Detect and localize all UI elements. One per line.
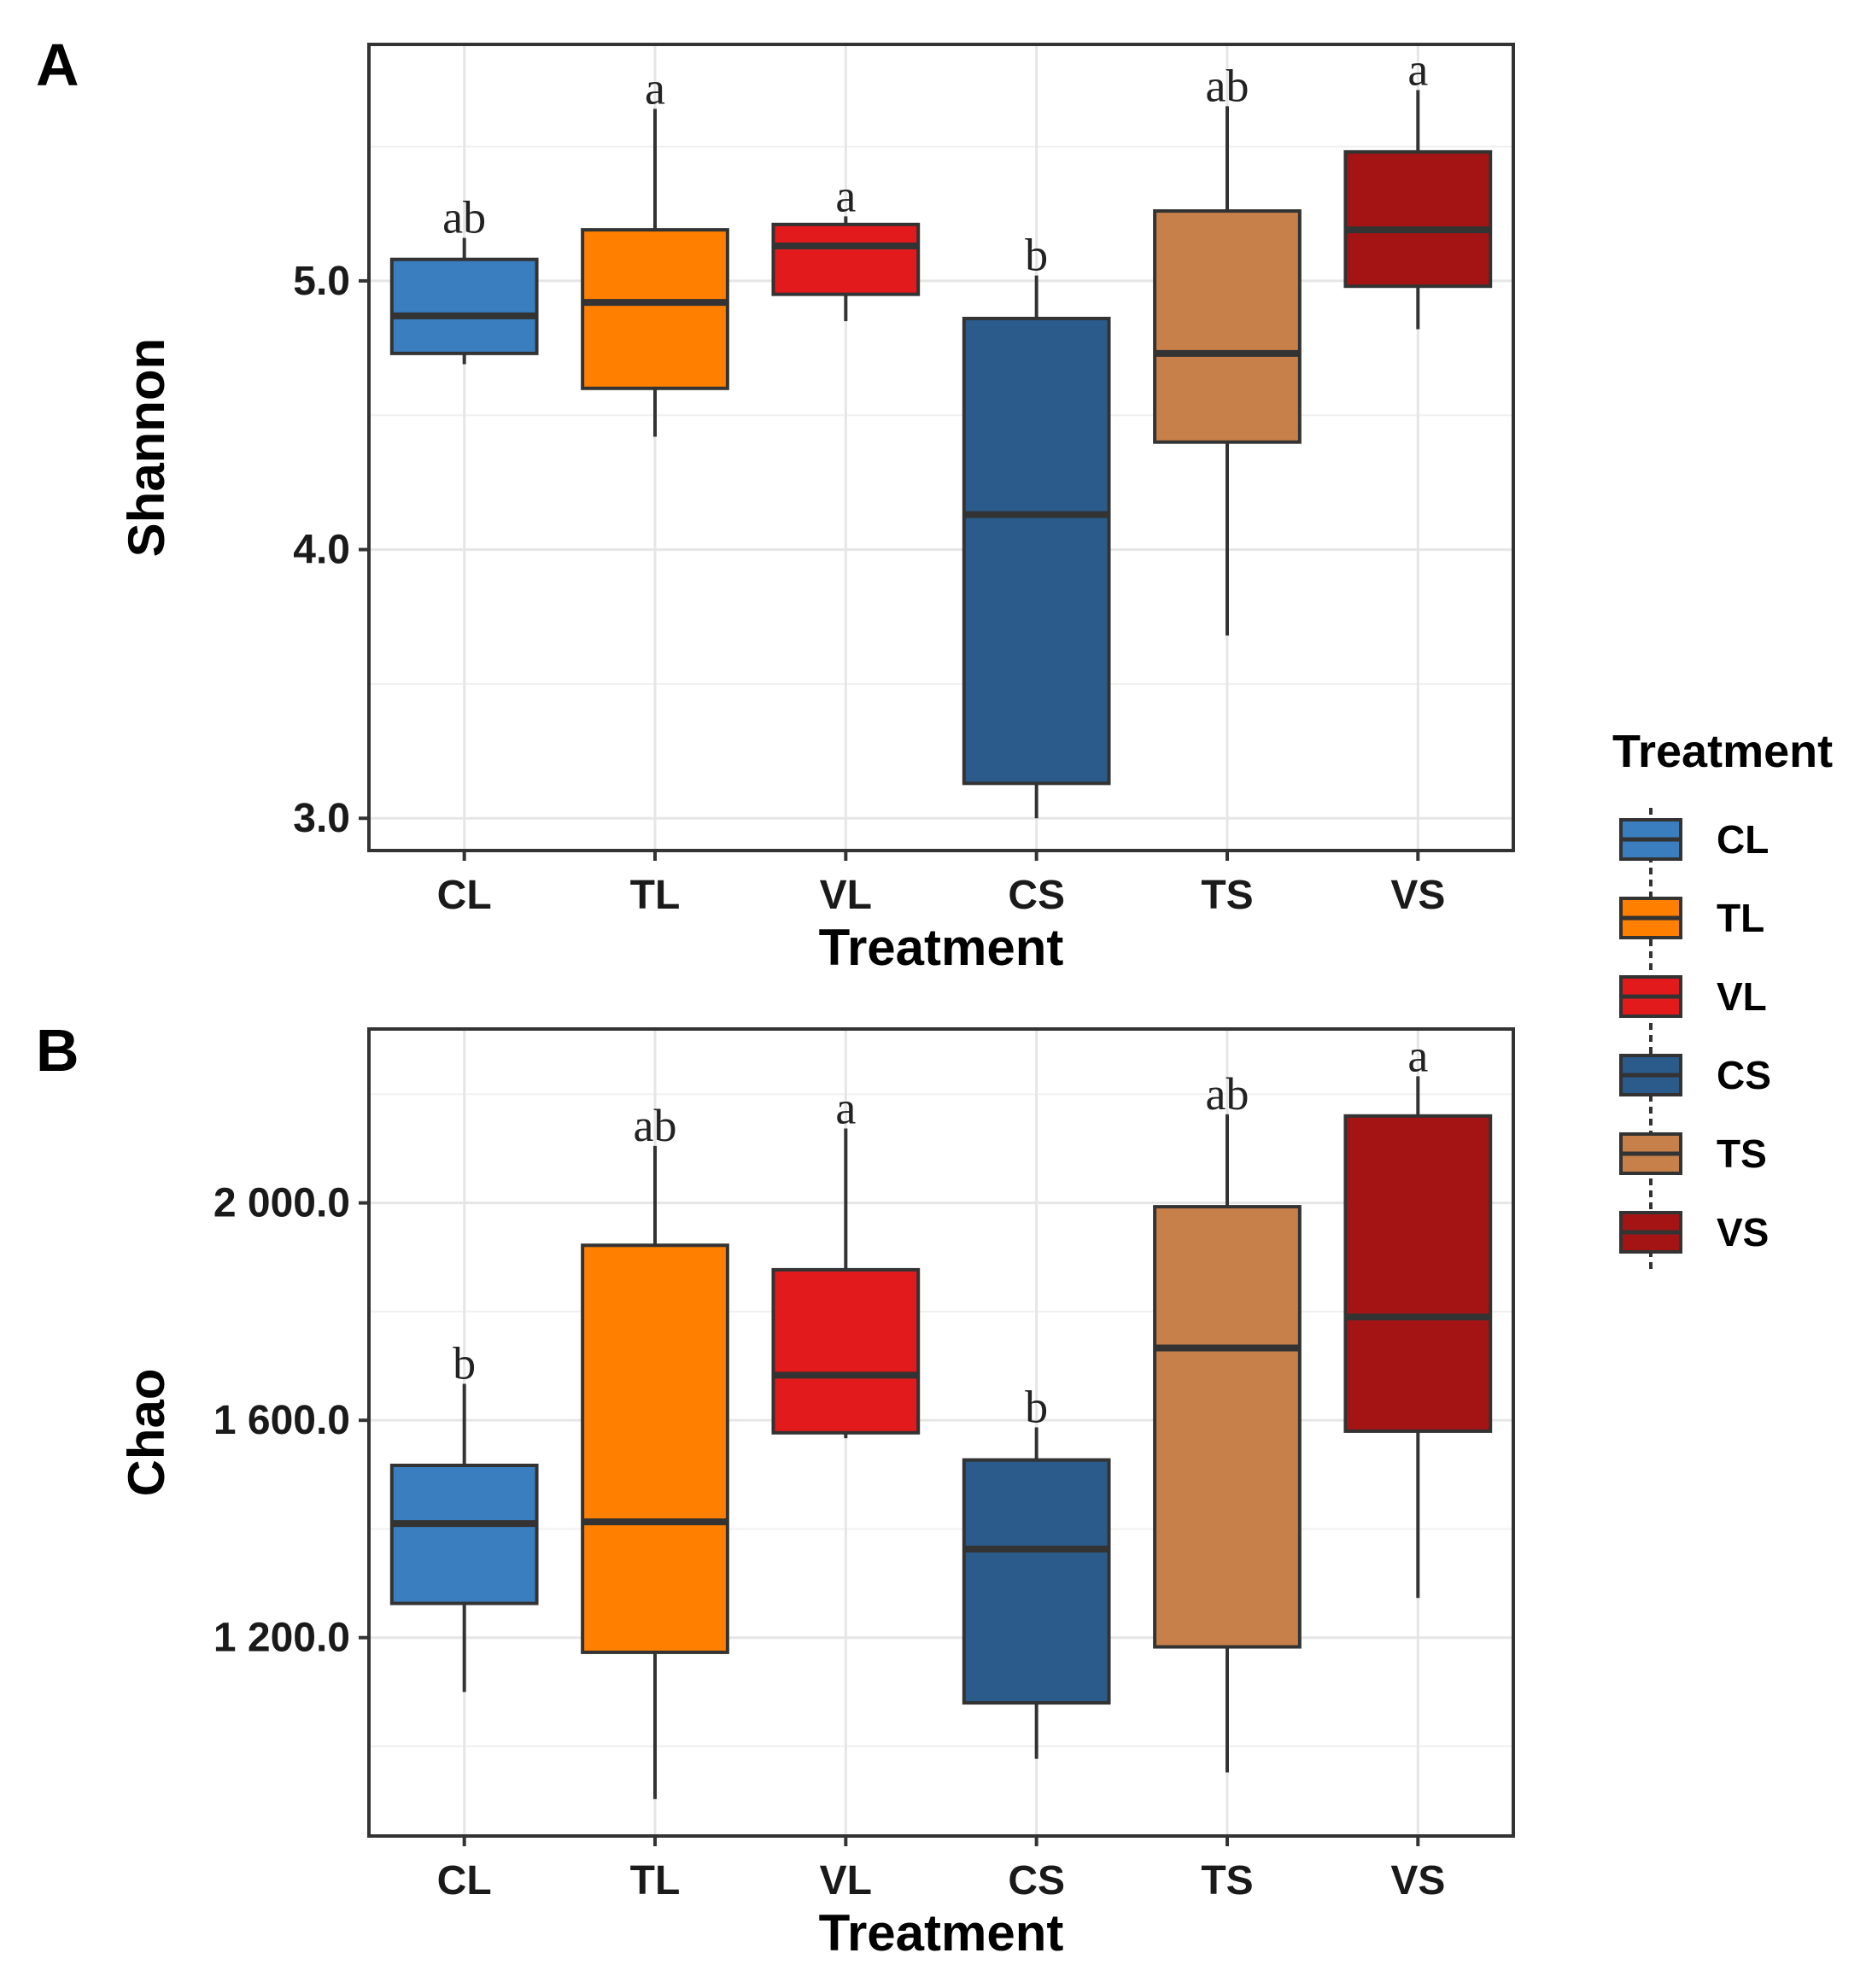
- y-tick-label: 3.0: [293, 796, 350, 841]
- significance-label-tl: a: [645, 63, 665, 114]
- significance-label-cl: ab: [442, 192, 486, 243]
- x-tick-label: CL: [437, 1858, 492, 1903]
- x-tick-label: TL: [630, 873, 681, 918]
- x-tick-label: TL: [630, 1858, 681, 1903]
- significance-label-cl: b: [453, 1338, 476, 1389]
- x-axis-title: Treatment: [819, 1904, 1064, 1962]
- legend-label-tl: TL: [1717, 896, 1764, 940]
- box-cs: [962, 1458, 1111, 1705]
- legend: Treatment CL TL VL CS TS VS: [1612, 726, 1833, 1272]
- significance-label-ts: ab: [1206, 1068, 1249, 1120]
- box-cl: [389, 257, 539, 355]
- legend-label-cl: CL: [1717, 817, 1769, 862]
- significance-label-tl: ab: [634, 1100, 677, 1151]
- box-ts: [1153, 209, 1302, 444]
- y-tick-label: 1 600.0: [214, 1398, 350, 1443]
- legend-label-vs: VS: [1717, 1210, 1769, 1254]
- significance-label-cs: b: [1025, 1381, 1048, 1432]
- plot-frame: [367, 1027, 1515, 1838]
- box-tl: [581, 1243, 729, 1654]
- box-vs: [1343, 1114, 1493, 1433]
- legend-label-cs: CS: [1717, 1053, 1771, 1097]
- significance-label-vl: a: [835, 1082, 856, 1133]
- y-axis-title: Chao: [118, 1369, 175, 1497]
- panel-label: A: [36, 32, 79, 98]
- y-axis-title: Shannon: [118, 338, 175, 558]
- x-tick-label: VL: [820, 873, 872, 918]
- legend-label-ts: TS: [1717, 1131, 1767, 1176]
- box-vl: [771, 1267, 921, 1435]
- y-tick-label: 5.0: [293, 259, 350, 304]
- panel-label: B: [36, 1017, 79, 1084]
- box-cs: [962, 316, 1111, 786]
- y-tick-label: 1 200.0: [214, 1616, 350, 1661]
- significance-label-vs: a: [1407, 1030, 1428, 1081]
- significance-label-cs: b: [1025, 230, 1048, 281]
- significance-label-ts: ab: [1206, 60, 1249, 111]
- box-vs: [1343, 149, 1493, 289]
- box-tl: [581, 228, 729, 390]
- legend-title: Treatment: [1612, 726, 1833, 777]
- legend-label-vl: VL: [1717, 974, 1767, 1019]
- significance-label-vs: a: [1407, 44, 1428, 95]
- box-cl: [389, 1464, 539, 1605]
- x-tick-label: CL: [437, 873, 492, 918]
- x-tick-label: CS: [1008, 873, 1065, 918]
- y-tick-label: 2 000.0: [214, 1181, 350, 1226]
- box-vl: [771, 222, 921, 296]
- x-tick-label: CS: [1008, 1858, 1065, 1903]
- x-axis-title: Treatment: [819, 919, 1064, 976]
- x-tick-label: TS: [1201, 1858, 1253, 1903]
- box-ts: [1153, 1205, 1302, 1649]
- x-tick-label: VS: [1390, 1858, 1445, 1903]
- y-tick-label: 4.0: [293, 528, 350, 573]
- plot-frame: [367, 43, 1515, 852]
- x-tick-label: VL: [820, 1858, 872, 1903]
- x-tick-label: TS: [1201, 873, 1253, 918]
- x-tick-label: VS: [1390, 873, 1445, 918]
- significance-label-vl: a: [835, 170, 856, 221]
